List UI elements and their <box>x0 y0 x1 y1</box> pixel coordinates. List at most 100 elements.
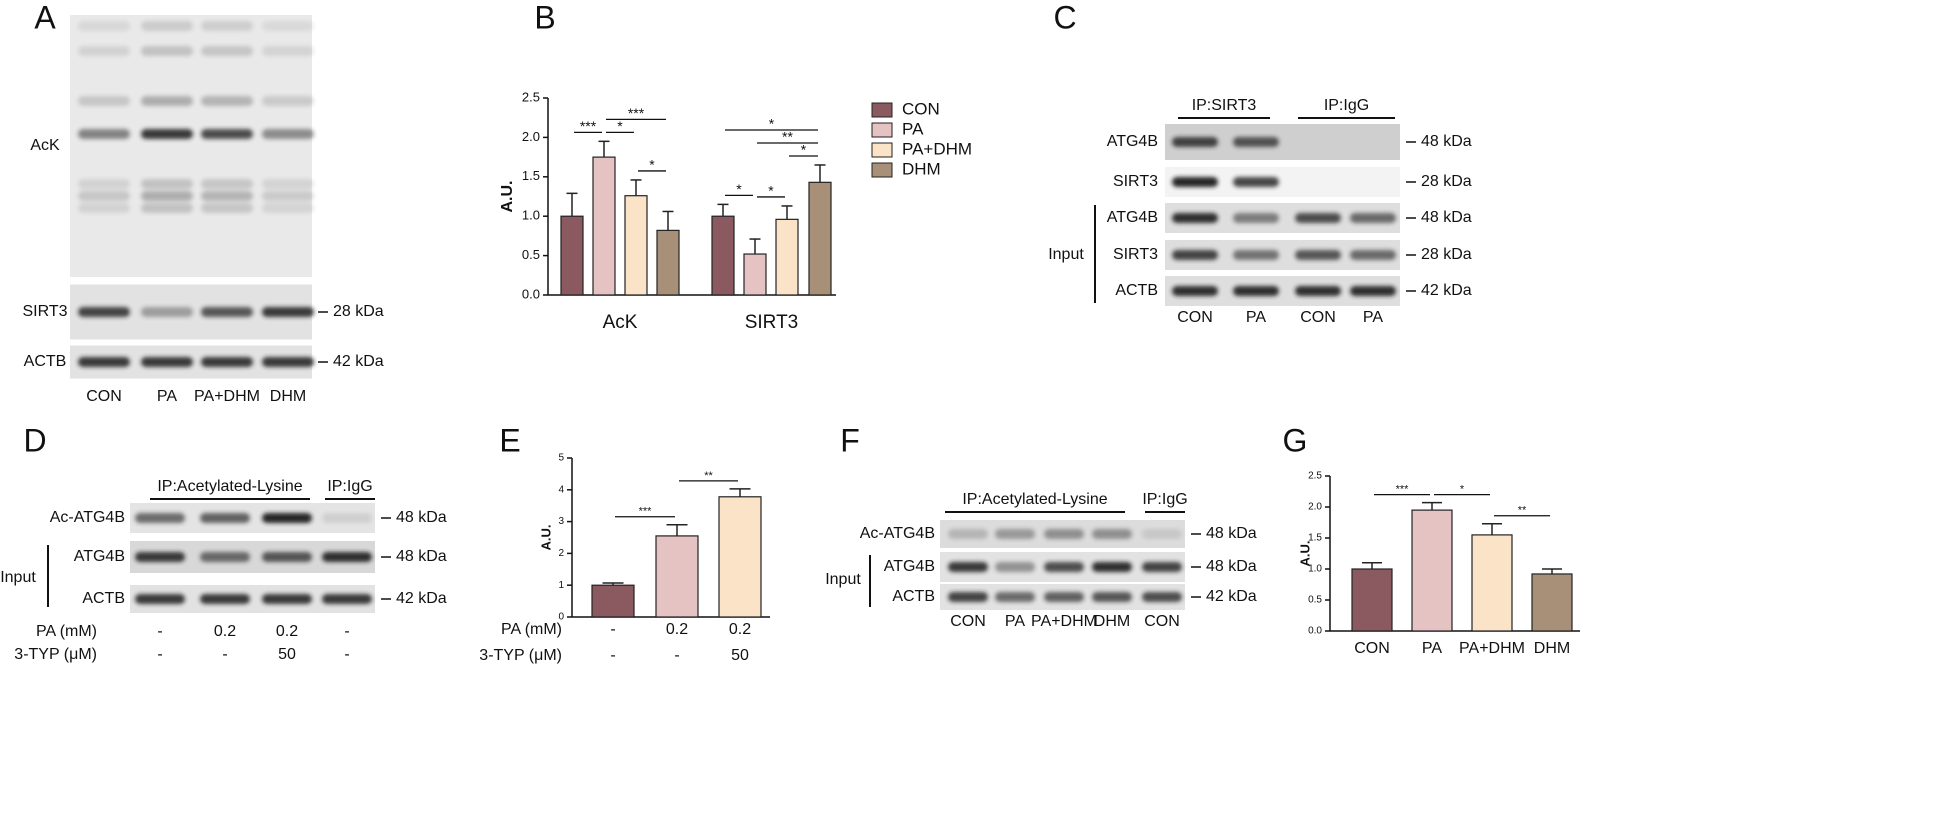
row-label: SIRT3 <box>22 303 67 320</box>
y-axis-label: A.U. <box>1297 541 1312 567</box>
condition-value: 0.2 <box>276 623 298 640</box>
lane-label: PA <box>1005 613 1025 630</box>
group-label: Input <box>825 571 861 588</box>
significance-label: *** <box>639 506 653 518</box>
y-tick-label: 0 <box>558 612 564 623</box>
bar <box>1351 568 1393 632</box>
band <box>200 513 250 523</box>
band <box>262 96 314 106</box>
condition-value: 0.2 <box>729 621 751 638</box>
band <box>262 357 314 367</box>
y-tick-label: 5 <box>558 453 564 464</box>
marker-label: 42 kDa <box>1421 282 1472 299</box>
band <box>1044 592 1084 602</box>
band <box>201 96 253 106</box>
row-label: ACTB <box>24 353 67 370</box>
bar <box>711 215 735 296</box>
lane-label: PA+DHM <box>194 388 260 405</box>
condition-label: PA (mM) <box>36 623 97 640</box>
bar <box>743 253 767 296</box>
significance-label: * <box>1460 484 1465 496</box>
y-tick-label: 2.5 <box>522 89 540 104</box>
band <box>78 46 130 56</box>
bar <box>718 496 762 618</box>
band <box>141 179 193 189</box>
lane-label: CON <box>1144 613 1180 630</box>
band <box>78 179 130 189</box>
band <box>1172 286 1218 296</box>
panel-letter: G <box>1283 422 1308 458</box>
row-label: SIRT3 <box>1113 246 1158 263</box>
condition-value: - <box>674 647 679 664</box>
y-tick-label: 1.0 <box>522 208 540 223</box>
row-label: ACTB <box>82 590 125 607</box>
significance-label: * <box>649 157 655 173</box>
significance-label: *** <box>628 105 645 121</box>
y-axis-label: A.U. <box>499 181 516 213</box>
legend-swatch <box>871 102 893 118</box>
bar <box>560 215 584 296</box>
ip-header: IP:Acetylated-Lysine <box>962 491 1107 508</box>
band <box>948 529 988 539</box>
band <box>262 513 312 523</box>
band <box>141 307 193 317</box>
lane-label: CON <box>1300 309 1336 326</box>
band <box>1350 286 1396 296</box>
band <box>1233 177 1279 187</box>
lane-label: PA <box>1246 309 1266 326</box>
condition-label: 3-TYP (μM) <box>14 646 97 663</box>
band <box>262 203 314 213</box>
condition-value: - <box>157 646 162 663</box>
band <box>995 592 1035 602</box>
band <box>1233 286 1279 296</box>
band <box>201 21 253 31</box>
band <box>1295 250 1341 260</box>
bar <box>1531 573 1573 632</box>
band <box>200 594 250 604</box>
row-label: Ac-ATG4B <box>50 509 125 526</box>
legend-swatch <box>871 162 893 178</box>
band <box>1092 529 1132 539</box>
band <box>262 552 312 562</box>
significance-label: ** <box>782 129 793 145</box>
band <box>201 307 253 317</box>
row-label: ATG4B <box>1107 209 1158 226</box>
bar <box>592 156 616 296</box>
y-axis-label: A.U. <box>538 525 553 551</box>
band <box>1044 529 1084 539</box>
panel-letter: E <box>499 422 520 458</box>
band <box>78 129 130 139</box>
lane-label: DHM <box>1094 613 1130 630</box>
condition-value: 0.2 <box>214 623 236 640</box>
condition-value: - <box>222 646 227 663</box>
band <box>78 307 130 317</box>
band <box>1172 213 1218 223</box>
marker-label: 42 kDa <box>333 353 384 370</box>
condition-value: - <box>344 646 349 663</box>
significance-label: * <box>736 181 742 197</box>
ip-header: IP:IgG <box>1324 97 1369 114</box>
band <box>201 179 253 189</box>
band <box>1172 250 1218 260</box>
group-label: Input <box>0 569 36 586</box>
marker-label: 48 kDa <box>1206 525 1257 542</box>
y-tick-label: 2.5 <box>1308 471 1322 482</box>
ip-header: IP:SIRT3 <box>1192 97 1257 114</box>
y-tick-label: 3 <box>558 516 564 527</box>
bar <box>624 195 648 296</box>
band <box>1142 529 1182 539</box>
band <box>995 529 1035 539</box>
band <box>948 592 988 602</box>
band <box>200 552 250 562</box>
legend-label: PA+DHM <box>902 139 972 158</box>
band <box>262 307 314 317</box>
y-tick-label: 1.5 <box>522 168 540 183</box>
band <box>135 513 185 523</box>
y-tick-label: 1 <box>558 580 564 591</box>
band <box>322 552 372 562</box>
y-tick-label: 4 <box>558 484 564 495</box>
marker-label: 28 kDa <box>1421 173 1472 190</box>
band <box>141 21 193 31</box>
row-label: ACTB <box>892 588 935 605</box>
